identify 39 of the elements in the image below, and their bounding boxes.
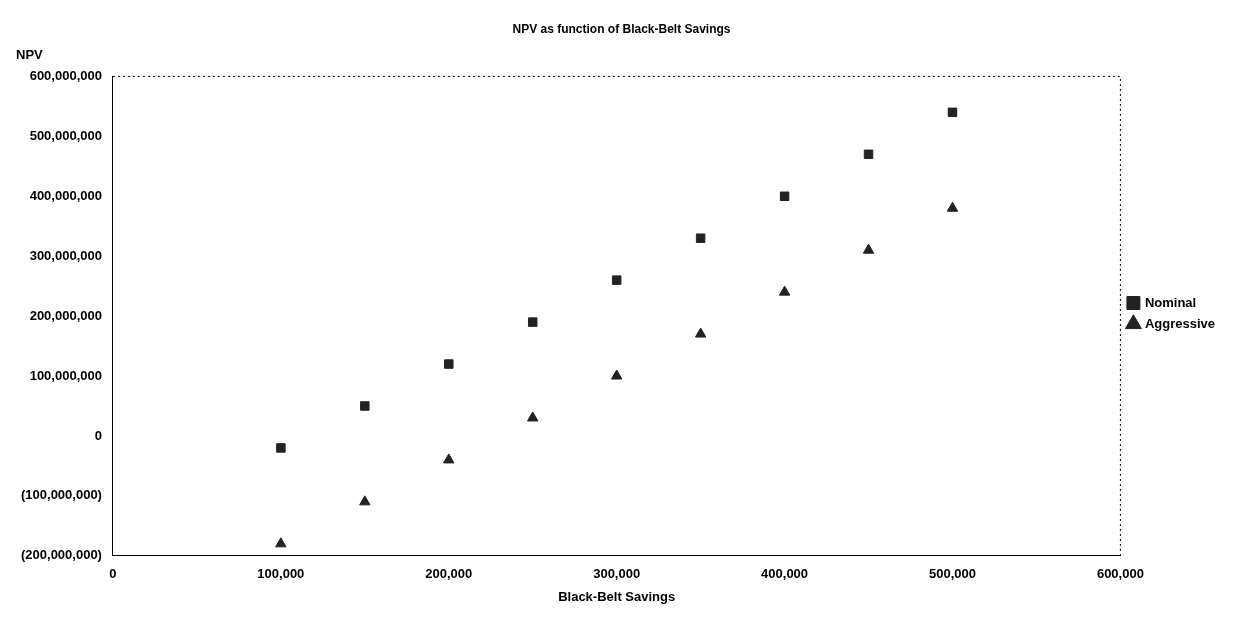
x-tick-label: 0 [109,566,117,582]
point [444,359,454,369]
x-axis-title: Black-Belt Savings [558,588,676,604]
x-tick-label: 400,000 [761,566,809,582]
y-tick-label: 300,000,000 [29,247,102,263]
legend-label: Nominal [1144,294,1197,310]
legend-label: Aggressive [1144,315,1215,331]
y-tick-label: (200,000,000) [21,547,102,563]
x-tick-label: 200,000 [425,566,473,582]
y-axis-title: NPV [16,47,44,63]
y-tick-label: 0 [94,427,102,443]
point [779,191,790,201]
point [694,327,707,338]
point [360,401,370,411]
y-tick-label: 200,000,000 [29,307,102,323]
y-tick-label: 500,000,000 [29,127,102,143]
point [946,201,959,212]
point [275,537,287,548]
point [443,453,455,464]
x-tick-label: 300,000 [593,566,641,582]
point [695,233,706,243]
point [527,411,539,422]
y-tick-label: 100,000,000 [29,367,102,383]
point [778,285,791,296]
y-tick-label: (100,000,000) [21,487,102,503]
point [527,317,538,327]
x-tick-label: 500,000 [929,566,976,582]
y-tick-label: 600,000,000 [29,67,102,83]
point [610,369,623,380]
x-tick-label: 600,000 [1096,566,1144,582]
point [863,149,874,160]
point [947,107,958,118]
x-tick-label: 100,000 [257,566,305,582]
point [359,495,371,506]
chart-title: NPV as function of Black-Belt Savings [512,21,731,36]
y-tick-label: 400,000,000 [29,187,102,203]
point [862,243,875,254]
point [611,275,622,285]
point [276,443,286,453]
